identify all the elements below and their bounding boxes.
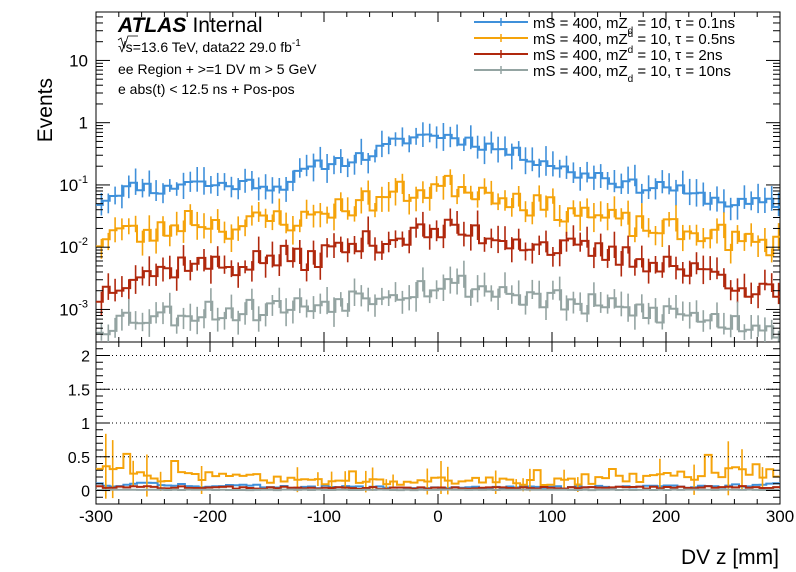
x-axis-title: DV z [mm] xyxy=(681,546,779,569)
x-tick-label-m300: -300 xyxy=(79,507,113,526)
legend-entry-tau01: mS = 400, mZd = 10, τ = 0.1ns xyxy=(474,15,735,37)
ratio-tick-label-0-5: 0.5 xyxy=(68,450,90,467)
top-y-ticks xyxy=(96,11,780,343)
legend-label-tau10: mS = 400, mZd = 10, τ = 10ns xyxy=(533,63,731,85)
y-tick-label-1e-1: 10-1 xyxy=(59,174,88,195)
legend-entry-tau10: mS = 400, mZd = 10, τ = 10ns xyxy=(474,63,731,85)
ratio-step-tau2 xyxy=(96,485,780,490)
y-axis-title: Events xyxy=(34,78,57,142)
series-step-tau10 xyxy=(96,274,780,339)
y-tick-label-1e-2: 10-2 xyxy=(59,236,88,257)
legend-entry-tau05: mS = 400, mZd = 10, τ = 0.5ns xyxy=(474,29,735,48)
y-tick-label-1e-3: 10-3 xyxy=(59,298,88,319)
bottom-y-ticks xyxy=(96,341,780,505)
x-tick-label-m200: -200 xyxy=(193,507,227,526)
x-tick-label-m100: -100 xyxy=(307,507,341,526)
series-tau01 xyxy=(96,122,780,221)
ratio-step-tau05 xyxy=(96,452,780,486)
region-annotation: ee Region + >=1 DV m > 5 GeV xyxy=(118,61,317,77)
ratio-tick-label-2: 2 xyxy=(81,349,90,366)
energy-lumi-annotation: √s=13.6 TeV, data22 29.0 fb-1 xyxy=(118,38,301,55)
series-step-tau05 xyxy=(96,174,780,257)
ratio-tick-label-1: 1 xyxy=(81,416,90,433)
legend: mS = 400, mZd = 10, τ = 0.1ns mS = 400, … xyxy=(474,15,735,85)
legend-label-tau05: mS = 400, mZd = 10, τ = 0.5ns xyxy=(533,29,735,48)
atlas-label: ATLAS Internal xyxy=(117,14,262,37)
ratio-tick-label-0: 0 xyxy=(81,484,90,501)
ratio-series-tau10 xyxy=(96,488,780,492)
ratio-layer xyxy=(96,433,780,499)
x-tick-label-200: 200 xyxy=(652,507,680,526)
series-step-tau01 xyxy=(96,133,780,208)
x-tick-label-0: 0 xyxy=(433,507,442,526)
series-tau10 xyxy=(96,260,780,342)
series-step-tau2 xyxy=(96,218,780,303)
y-tick-label-10: 10 xyxy=(69,51,88,70)
top-x-ticks xyxy=(95,12,781,342)
ratio-series-tau2 xyxy=(96,485,780,490)
series-tau2 xyxy=(96,208,780,317)
y-tick-label-1: 1 xyxy=(79,114,88,133)
bottom-x-ticks xyxy=(95,342,781,504)
ratio-step-tau10 xyxy=(96,488,780,492)
ratio-tick-label-1-5: 1.5 xyxy=(68,382,90,399)
series-tau05 xyxy=(96,169,780,264)
selection-annotation: e abs(t) < 12.5 ns + Pos-pos xyxy=(118,81,295,97)
legend-entry-tau2: mS = 400, mZd = 10, τ = 2ns xyxy=(474,45,723,64)
legend-label-tau01: mS = 400, mZd = 10, τ = 0.1ns xyxy=(533,15,735,37)
sqrt-overbar xyxy=(117,35,138,50)
x-tick-label-300: 300 xyxy=(766,507,794,526)
x-tick-label-100: 100 xyxy=(538,507,566,526)
legend-label-tau2: mS = 400, mZd = 10, τ = 2ns xyxy=(533,45,723,64)
series-layer xyxy=(96,122,780,342)
